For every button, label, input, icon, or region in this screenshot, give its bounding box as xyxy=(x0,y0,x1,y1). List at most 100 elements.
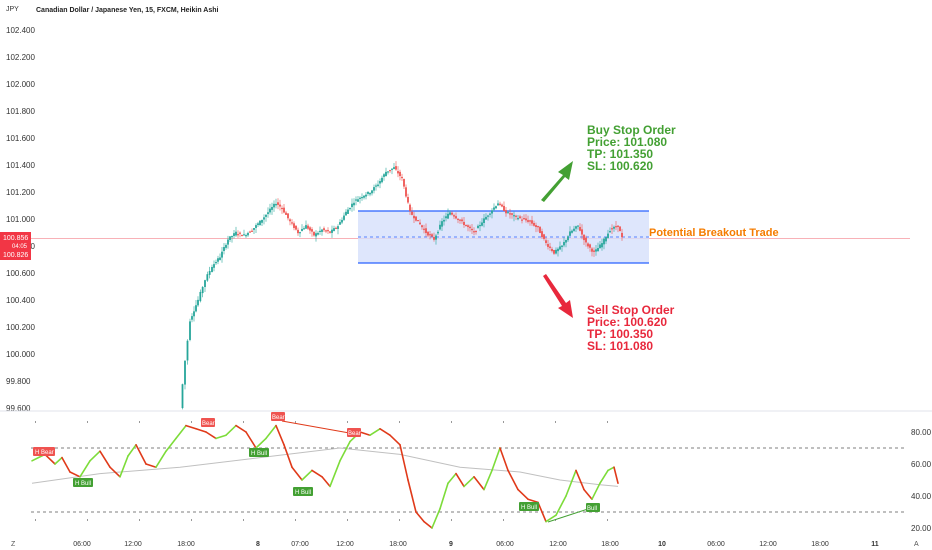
svg-text:H Bull: H Bull xyxy=(521,505,537,511)
osc-segment xyxy=(127,443,137,457)
candle-body xyxy=(261,219,263,223)
candle-body xyxy=(533,222,535,226)
candle-body xyxy=(519,216,521,219)
time-tick-label: 18:00 xyxy=(601,541,619,548)
candle-body xyxy=(499,203,501,205)
svg-text:H Bear: H Bear xyxy=(35,450,54,456)
buy-stop-title: Buy Stop Order xyxy=(587,123,676,137)
osc-segment xyxy=(329,459,341,488)
candle-body xyxy=(297,229,299,234)
candle-body xyxy=(397,171,399,174)
candle-body xyxy=(555,249,557,254)
price-tick-label: 101.400 xyxy=(6,161,35,170)
candle-body xyxy=(235,231,237,236)
candle-body xyxy=(387,171,389,173)
candle-body xyxy=(463,221,465,226)
candle-body xyxy=(415,216,417,221)
bull-label: Bull xyxy=(586,503,600,512)
buy-stop-tp: TP: 101.350 xyxy=(587,147,653,161)
candle-body xyxy=(181,384,184,409)
time-tick-label: 18:00 xyxy=(389,541,407,548)
candle-body xyxy=(321,229,323,232)
osc-tick-dot xyxy=(191,421,192,423)
candle-body xyxy=(319,230,321,233)
candle-body xyxy=(589,244,591,248)
osc-tick-dot xyxy=(399,519,400,521)
osc-segment xyxy=(607,466,615,472)
candle-body xyxy=(271,206,273,210)
candle-body xyxy=(607,233,609,239)
candle-body xyxy=(367,191,369,194)
candle-body xyxy=(601,243,603,248)
candle-body xyxy=(263,217,265,220)
osc-tick-label: 80.00 xyxy=(911,428,932,437)
candle-body xyxy=(269,208,271,213)
osc-segment xyxy=(491,447,501,472)
candle-body xyxy=(491,210,493,214)
candle-body xyxy=(537,225,539,228)
candle-body xyxy=(193,311,195,317)
price-tag-bottom: 100.826 xyxy=(3,252,28,259)
candle-body xyxy=(237,234,239,236)
candle-body xyxy=(585,237,587,243)
candle-body xyxy=(351,203,353,208)
candle-body xyxy=(535,225,537,228)
h-bull-label-2: H Bull xyxy=(249,448,269,457)
candle-body xyxy=(186,340,189,361)
osc-segment xyxy=(507,469,519,491)
time-axis-corner-right[interactable]: A xyxy=(914,541,919,548)
candle-body xyxy=(545,240,547,243)
osc-segment xyxy=(283,443,293,469)
candle-body xyxy=(515,215,517,217)
osc-segment xyxy=(613,466,619,485)
candle-body xyxy=(345,211,347,216)
candle-body xyxy=(395,166,397,170)
osc-segment xyxy=(431,507,441,529)
time-tick-label: 11 xyxy=(871,541,879,548)
candle-body xyxy=(405,187,407,197)
oscillator-levels xyxy=(31,421,906,521)
candle-body xyxy=(365,194,367,197)
candle-body xyxy=(403,179,405,187)
candle-body xyxy=(561,245,563,247)
candle-body xyxy=(465,224,467,227)
osc-segment xyxy=(339,440,351,462)
time-tick-label: 07:00 xyxy=(291,541,309,548)
candle-body xyxy=(581,229,583,235)
candle-body xyxy=(287,213,289,219)
candle-body xyxy=(195,305,197,312)
price-tick-label: 102.400 xyxy=(6,26,35,35)
osc-segment xyxy=(89,450,101,462)
candle-body xyxy=(617,225,619,228)
candle-body xyxy=(593,250,595,252)
candle-body xyxy=(277,202,279,205)
candle-body xyxy=(357,199,359,202)
candle-body xyxy=(445,216,447,219)
candle-body xyxy=(451,212,453,215)
candle-body xyxy=(381,177,383,183)
candle-body xyxy=(295,225,297,230)
candle-body xyxy=(411,211,413,215)
osc-tick-dot xyxy=(399,421,400,423)
candle-body xyxy=(211,266,213,272)
candle-body xyxy=(385,171,387,177)
osc-tick-dot xyxy=(35,421,36,423)
osc-segment xyxy=(499,447,509,472)
candle-body xyxy=(309,227,311,231)
candle-body xyxy=(241,234,243,237)
osc-segment xyxy=(463,475,475,488)
candle-body xyxy=(541,231,543,238)
candle-body xyxy=(213,264,215,268)
buy-stop-sl: SL: 100.620 xyxy=(587,159,653,173)
sell-stop-sl: SL: 101.080 xyxy=(587,339,653,353)
osc-segment xyxy=(575,469,585,491)
candle-body xyxy=(591,248,593,252)
time-axis-corner-left[interactable]: Z xyxy=(11,541,16,548)
candle-body xyxy=(391,168,393,170)
osc-tick-label: 40.00 xyxy=(911,492,932,501)
candle-body xyxy=(433,236,435,240)
osc-segment xyxy=(321,475,331,488)
symbol-short-label: JPY xyxy=(6,6,19,13)
osc-tick-dot xyxy=(191,519,192,521)
